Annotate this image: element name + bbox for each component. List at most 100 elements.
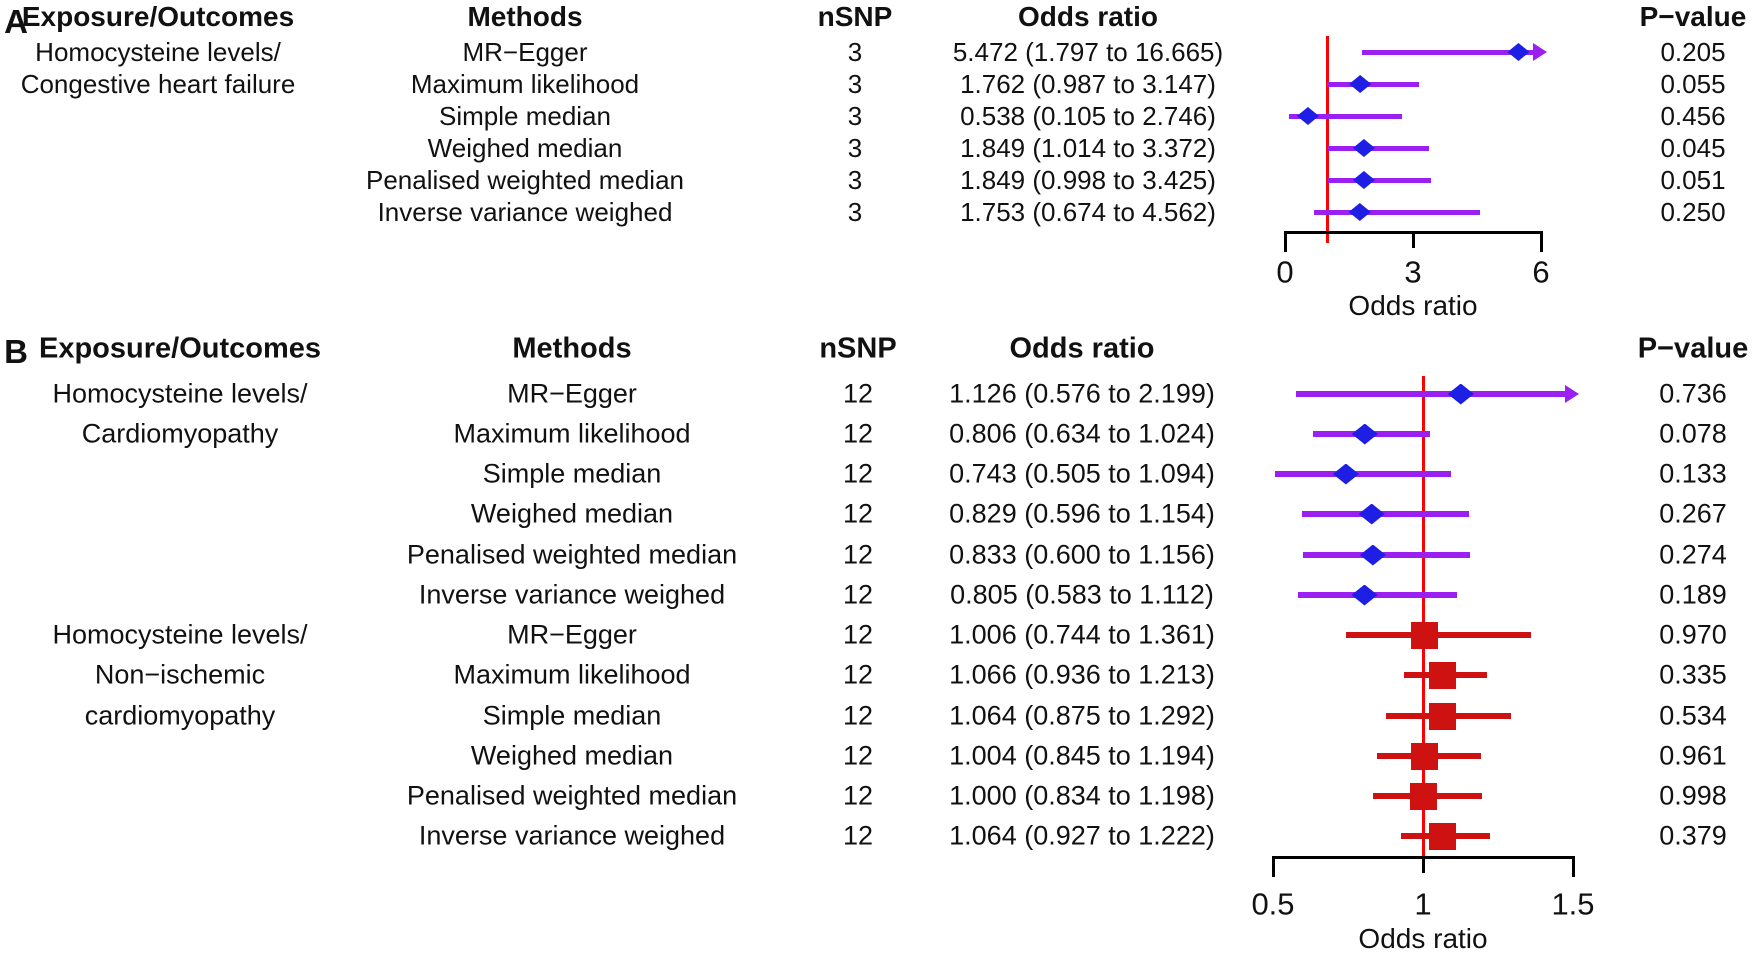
ci-line — [1301, 511, 1470, 517]
or-marker-square — [1411, 621, 1439, 649]
nsnp-value: 12 — [842, 579, 874, 610]
method-label: Penalised weighted median — [406, 780, 738, 811]
or-marker-diamond — [1359, 544, 1386, 566]
ci-line — [1346, 632, 1532, 638]
nsnp-value: 12 — [842, 378, 874, 409]
method-label: MR−Egger — [507, 619, 637, 650]
ci-arrow-icon — [1565, 385, 1579, 403]
pvalue-text: 0.051 — [1660, 165, 1726, 195]
odds-ratio-text: 0.833 (0.600 to 1.156) — [949, 539, 1215, 570]
nsnp-value: 12 — [842, 820, 874, 851]
odds-ratio-text: 0.743 (0.505 to 1.094) — [949, 458, 1215, 489]
axis-tick — [1271, 856, 1275, 877]
column-header-exposure: Exposure/Outcomes — [21, 1, 295, 32]
method-label: Weighed median — [470, 740, 674, 771]
method-label: Inverse variance weighed — [418, 579, 726, 610]
axis-tick-label: 3 — [1404, 254, 1422, 290]
exposure-label-line: Homocysteine levels/ — [35, 37, 281, 67]
pvalue-text: 0.379 — [1659, 820, 1727, 851]
odds-ratio-text: 1.066 (0.936 to 1.213) — [949, 659, 1215, 690]
odds-ratio-text: 1.849 (0.998 to 3.425) — [960, 165, 1216, 195]
or-marker-diamond — [1296, 107, 1319, 125]
axis-tick-label: 1.5 — [1551, 886, 1595, 922]
axis-label: Odds ratio — [1358, 923, 1488, 954]
method-label: Inverse variance weighed — [377, 197, 673, 227]
pvalue-text: 0.736 — [1659, 378, 1727, 409]
method-label: MR−Egger — [462, 37, 588, 67]
axis-tick-label: 1 — [1414, 886, 1432, 922]
odds-ratio-text: 5.472 (1.797 to 16.665) — [952, 37, 1224, 67]
column-header-odds-ratio: Odds ratio — [1017, 1, 1159, 32]
column-header-methods: Methods — [512, 332, 632, 365]
pvalue-text: 0.267 — [1659, 498, 1727, 529]
method-label: Simple median — [482, 458, 662, 489]
pvalue-text: 0.456 — [1660, 101, 1726, 131]
pvalue-text: 0.534 — [1659, 700, 1727, 731]
or-marker-diamond — [1348, 203, 1371, 221]
ci-line — [1295, 391, 1566, 397]
nsnp-value: 3 — [847, 69, 863, 99]
method-label: Weighed median — [470, 498, 674, 529]
nsnp-value: 12 — [842, 740, 874, 771]
pvalue-text: 0.335 — [1659, 659, 1727, 690]
or-marker-diamond — [1351, 584, 1378, 606]
pvalue-text: 0.133 — [1659, 458, 1727, 489]
method-label: Penalised weighted median — [366, 165, 684, 195]
ci-line — [1289, 113, 1403, 119]
odds-ratio-text: 1.006 (0.744 to 1.361) — [949, 619, 1215, 650]
pvalue-text: 0.970 — [1659, 619, 1727, 650]
method-label: Penalised weighted median — [406, 539, 738, 570]
or-marker-diamond — [1447, 383, 1474, 405]
nsnp-value: 3 — [847, 101, 863, 131]
odds-ratio-text: 0.829 (0.596 to 1.154) — [949, 498, 1215, 529]
column-header-pvalue: P−value — [1637, 332, 1749, 365]
method-label: Maximum likelihood — [453, 418, 691, 449]
odds-ratio-text: 0.538 (0.105 to 2.746) — [960, 101, 1216, 131]
column-header-pvalue: P−value — [1639, 1, 1747, 32]
exposure-label-line: Congestive heart failure — [20, 69, 296, 99]
axis-tick — [1283, 231, 1287, 252]
axis-tick — [1571, 856, 1575, 877]
pvalue-text: 0.998 — [1659, 780, 1727, 811]
or-marker-diamond — [1352, 139, 1375, 157]
nsnp-value: 12 — [842, 659, 874, 690]
ci-line — [1313, 209, 1480, 215]
nsnp-value: 12 — [842, 619, 874, 650]
ci-line — [1328, 145, 1429, 151]
pvalue-text: 0.274 — [1659, 539, 1727, 570]
ci-line — [1274, 471, 1452, 477]
or-marker-square — [1409, 782, 1437, 810]
reference-line — [1326, 36, 1330, 243]
ci-arrow-icon — [1533, 43, 1547, 61]
or-marker-diamond — [1332, 463, 1359, 485]
odds-ratio-text: 1.753 (0.674 to 4.562) — [960, 197, 1216, 227]
ci-line — [1327, 177, 1432, 183]
method-label: MR−Egger — [507, 378, 637, 409]
method-label: Simple median — [439, 101, 611, 131]
method-label: Maximum likelihood — [410, 69, 640, 99]
method-label: Simple median — [482, 700, 662, 731]
odds-ratio-text: 1.064 (0.875 to 1.292) — [949, 700, 1215, 731]
column-header-odds-ratio: Odds ratio — [1009, 332, 1155, 365]
nsnp-value: 3 — [847, 37, 863, 67]
nsnp-value: 12 — [842, 458, 874, 489]
axis-tick — [1411, 231, 1415, 248]
axis-label: Odds ratio — [1348, 290, 1478, 321]
or-marker-diamond — [1349, 75, 1372, 93]
reference-line — [1421, 376, 1425, 866]
nsnp-value: 12 — [842, 539, 874, 570]
or-marker-diamond — [1351, 423, 1378, 445]
exposure-label-line: Homocysteine levels/ — [52, 378, 308, 409]
nsnp-value: 3 — [847, 197, 863, 227]
nsnp-value: 12 — [842, 780, 874, 811]
or-marker-diamond — [1352, 171, 1375, 189]
axis-tick — [1421, 856, 1425, 873]
method-label: Weighed median — [427, 133, 623, 163]
method-label: Inverse variance weighed — [418, 820, 726, 851]
axis-tick-label: 0 — [1276, 254, 1294, 290]
axis-tick-label: 0.5 — [1251, 886, 1295, 922]
pvalue-text: 0.205 — [1660, 37, 1726, 67]
axis-tick — [1539, 231, 1543, 252]
or-marker-square — [1428, 822, 1456, 850]
